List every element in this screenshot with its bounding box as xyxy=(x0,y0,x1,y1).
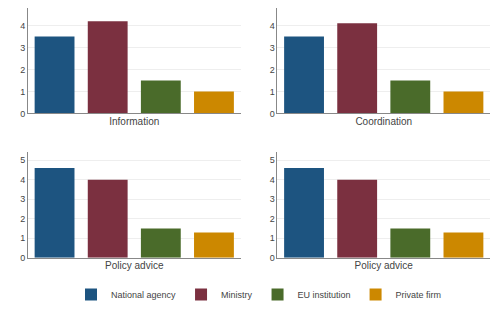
svg-text:5: 5 xyxy=(20,155,25,165)
svg-text:Private firm: Private firm xyxy=(396,290,442,300)
svg-text:National agency: National agency xyxy=(111,290,176,300)
svg-text:Ministry: Ministry xyxy=(221,290,252,300)
svg-text:2: 2 xyxy=(20,214,25,224)
svg-text:2: 2 xyxy=(20,65,25,75)
svg-text:2: 2 xyxy=(270,214,275,224)
svg-text:3: 3 xyxy=(20,194,25,204)
svg-text:3: 3 xyxy=(270,194,275,204)
svg-text:4: 4 xyxy=(270,21,275,31)
svg-text:1: 1 xyxy=(270,87,275,97)
svg-text:5: 5 xyxy=(270,155,275,165)
svg-text:1: 1 xyxy=(270,233,275,243)
svg-text:0: 0 xyxy=(270,253,275,263)
svg-text:0: 0 xyxy=(20,253,25,263)
svg-text:Information: Information xyxy=(109,116,159,127)
svg-text:3: 3 xyxy=(270,43,275,53)
svg-text:1: 1 xyxy=(20,87,25,97)
svg-text:Policy advice: Policy advice xyxy=(105,260,164,271)
svg-text:Policy advice: Policy advice xyxy=(355,260,414,271)
svg-text:3: 3 xyxy=(20,43,25,53)
svg-text:0: 0 xyxy=(270,109,275,119)
svg-text:4: 4 xyxy=(20,21,25,31)
svg-text:0: 0 xyxy=(20,109,25,119)
svg-text:4: 4 xyxy=(270,175,275,185)
svg-text:1: 1 xyxy=(20,233,25,243)
svg-text:EU institution: EU institution xyxy=(298,290,351,300)
svg-text:Coordination: Coordination xyxy=(355,116,412,127)
svg-text:4: 4 xyxy=(20,175,25,185)
svg-text:2: 2 xyxy=(270,65,275,75)
